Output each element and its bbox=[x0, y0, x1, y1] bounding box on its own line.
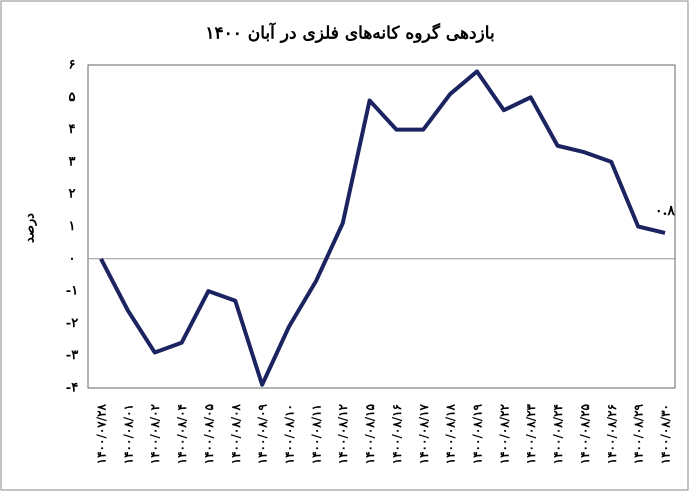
line bbox=[99, 69, 666, 387]
y-tick-label: -۳ bbox=[66, 348, 78, 363]
x-tick-label: ۱۴۰۰/۰۸/۲۳ bbox=[524, 403, 538, 464]
x-tick-label: ۱۴۰۰/۰۸/۱۷ bbox=[417, 403, 431, 464]
x-tick-label: ۱۴۰۰/۰۸/۱۰ bbox=[283, 404, 297, 464]
x-tick-label: ۱۴۰۰/۰۸/۱۵ bbox=[363, 403, 377, 464]
data-label: ۰.۸ bbox=[655, 203, 675, 219]
y-tick-label: ۱ bbox=[69, 219, 76, 234]
x-tick-label: ۱۴۰۰/۰۸/۱۲ bbox=[336, 403, 350, 464]
x-tick-label: ۱۴۰۰/۰۸/۰۱ bbox=[121, 404, 135, 464]
plot-area bbox=[87, 64, 676, 389]
y-tick-label: ۲ bbox=[69, 187, 76, 202]
x-tick-label: ۱۴۰۰/۰۸/۰۴ bbox=[175, 404, 189, 464]
chart-title: بازدهی گروه کانه‌های فلزی در آبان ۱۴۰۰ bbox=[205, 22, 494, 44]
y-tick-label: ۶ bbox=[69, 58, 76, 73]
y-tick-label: -۲ bbox=[66, 316, 78, 331]
y-tick-label: ۳ bbox=[69, 154, 76, 169]
x-tick-label: ۱۴۰۰/۰۸/۰۸ bbox=[229, 403, 243, 464]
x-tick-label: ۱۴۰۰/۰۸/۲۲ bbox=[497, 403, 511, 464]
x-tick-label: ۱۴۰۰/۰۸/۱۱ bbox=[309, 404, 323, 464]
x-tick-label: ۱۴۰۰/۰۸/۱۹ bbox=[471, 403, 485, 464]
y-tick-label: ۵ bbox=[69, 90, 76, 105]
x-tick-label: ۱۴۰۰/۰۸/۰۵ bbox=[202, 403, 216, 464]
x-tick-label: ۱۴۰۰/۰۸/۱۶ bbox=[390, 404, 404, 464]
y-tick-label: -۱ bbox=[66, 284, 78, 299]
y-axis-label: درصد bbox=[23, 213, 38, 243]
x-tick-label: ۱۴۰۰/۰۸/۱۸ bbox=[444, 403, 458, 464]
x-tick-label: ۱۴۰۰/۰۸/۲۵ bbox=[578, 403, 592, 464]
y-tick-label: -۴ bbox=[66, 381, 78, 396]
x-tick-label: ۱۴۰۰/۰۷/۲۸ bbox=[95, 403, 109, 464]
x-tick-label: ۱۴۰۰/۰۸/۰۹ bbox=[256, 403, 270, 464]
x-tick-label: ۱۴۰۰/۰۸/۲۴ bbox=[551, 404, 565, 464]
x-tick-label: ۱۴۰۰/۰۸/۰۲ bbox=[148, 403, 162, 464]
x-tick-label: ۱۴۰۰/۰۸/۲۹ bbox=[632, 403, 646, 464]
y-tick-label: ۰ bbox=[69, 251, 76, 266]
x-tick-label: ۱۴۰۰/۰۸/۳۰ bbox=[659, 404, 673, 464]
y-tick-label: ۴ bbox=[69, 122, 76, 137]
x-tick-label: ۱۴۰۰/۰۸/۲۶ bbox=[605, 404, 619, 464]
